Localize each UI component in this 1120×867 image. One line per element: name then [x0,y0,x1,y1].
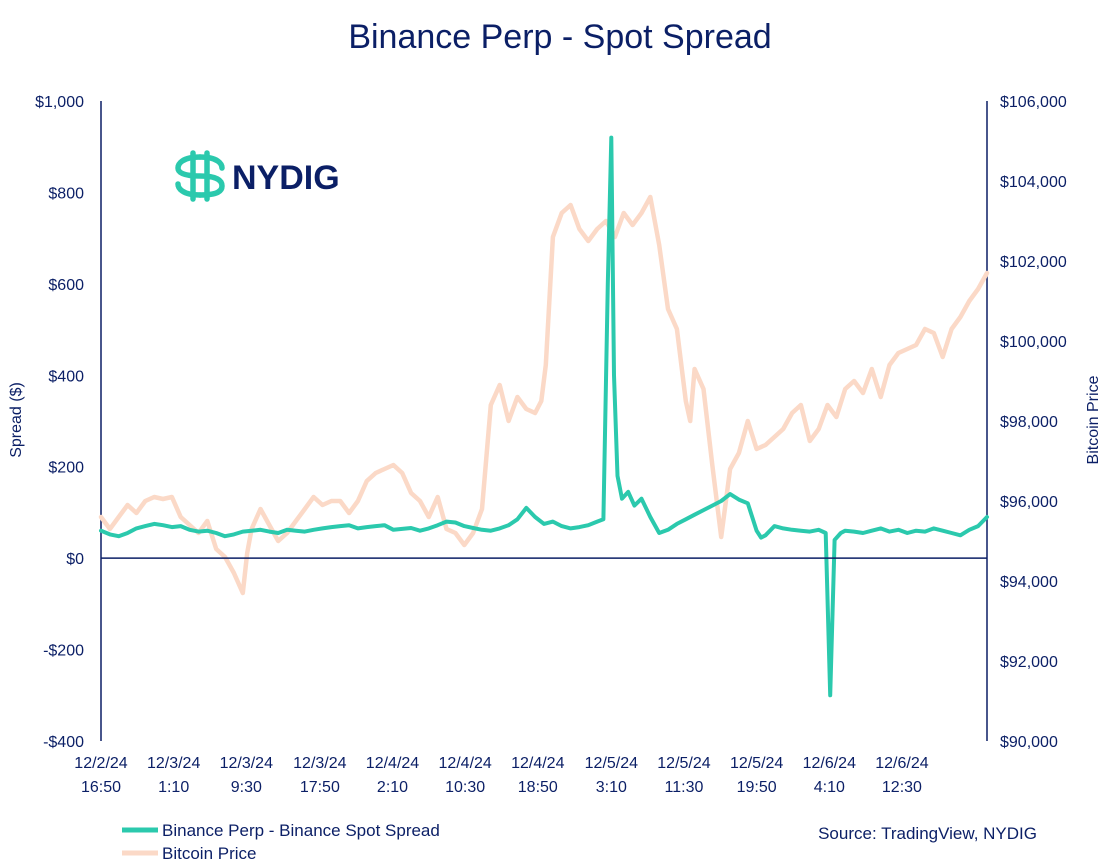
x-tick-label-date: 12/6/24 [875,755,928,772]
y-tick-right-label: $90,000 [1000,734,1058,751]
legend: Binance Perp - Binance Spot Spread Bitco… [122,821,440,863]
source-note: Source: TradingView, NYDIG [818,824,1037,843]
x-tick-label-date: 12/3/24 [293,755,346,772]
x-tick-label-date: 12/4/24 [511,755,564,772]
x-tick-label-date: 12/6/24 [803,755,856,772]
y-tick-left-label: $0 [66,551,84,568]
series-line-spread [99,135,989,698]
x-tick-label-date: 12/2/24 [74,755,127,772]
x-tick-label-time: 12:30 [882,779,922,796]
y-tick-right-label: $102,000 [1000,254,1067,271]
y-tick-right-label: $94,000 [1000,574,1058,591]
x-tick-label-date: 12/4/24 [438,755,491,772]
y-tick-right-label: $106,000 [1000,94,1067,111]
y-tick-left-label: $400 [48,368,84,385]
y-tick-left-label: -$200 [43,643,84,660]
legend-label-price: Bitcoin Price [162,844,256,863]
x-tick-label-time: 11:30 [665,779,704,796]
legend-label-spread: Binance Perp - Binance Spot Spread [162,821,440,840]
series-line-bitcoin-price [98,194,990,596]
y-tick-right-label: $96,000 [1000,494,1058,511]
x-tick-label-time: 9:30 [231,779,262,796]
x-tick-label-date: 12/5/24 [585,755,638,772]
nydig-logo: NYDIG [175,150,340,202]
y-tick-left-label: $600 [48,277,84,294]
y-tick-left-label: -$400 [43,734,84,751]
y-tick-right-label: $92,000 [1000,654,1058,671]
x-tick-label-date: 12/4/24 [366,755,419,772]
x-tick-label-time: 16:50 [81,779,121,796]
x-tick-label-time: 4:10 [814,779,845,796]
y-tick-right-label: $100,000 [1000,334,1067,351]
y-tick-right-label: $104,000 [1000,174,1067,191]
nydig-logo-icon [175,150,225,202]
y-axis-right-label: Bitcoin Price [1085,375,1102,464]
y-tick-left-label: $1,000 [35,94,84,111]
nydig-logo-text: NYDIG [232,159,340,197]
x-tick-label-date: 12/5/24 [730,755,783,772]
x-tick-label-date: 12/3/24 [220,755,273,772]
x-tick-label-time: 18:50 [518,779,558,796]
x-tick-label-time: 17:50 [300,779,340,796]
y-tick-right-label: $98,000 [1000,414,1058,431]
x-tick-label-time: 19:50 [737,779,777,796]
y-axis-left-label: Spread ($) [8,382,25,458]
x-tick-label-time: 3:10 [596,779,627,796]
x-tick-label-date: 12/5/24 [657,755,710,772]
y-tick-left-label: $800 [48,185,84,202]
x-tick-label-time: 1:10 [158,779,189,796]
x-tick-label-date: 12/3/24 [147,755,200,772]
x-tick-label-time: 2:10 [377,779,408,796]
chart-title: Binance Perp - Spot Spread [348,18,771,56]
y-tick-left-label: $200 [48,460,84,477]
x-tick-label-time: 10:30 [445,779,485,796]
